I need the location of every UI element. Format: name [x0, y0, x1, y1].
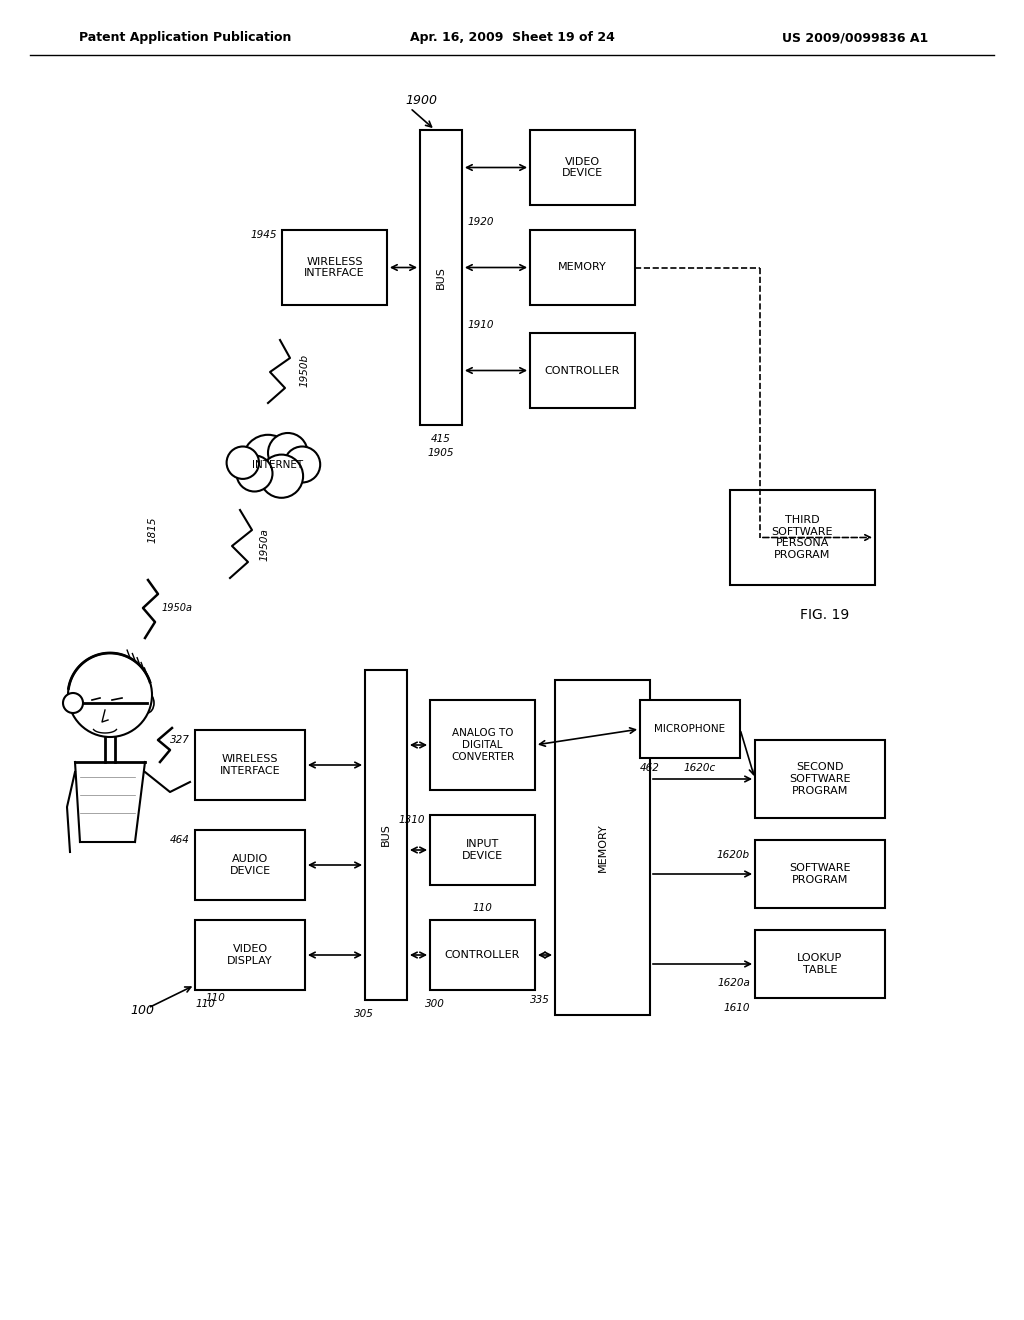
Text: INPUT
DEVICE: INPUT DEVICE: [462, 840, 503, 861]
Text: 1910: 1910: [468, 319, 495, 330]
Text: 1620c: 1620c: [684, 763, 716, 774]
Text: 1950b: 1950b: [300, 354, 310, 387]
Text: BUS: BUS: [381, 824, 391, 846]
Text: 464: 464: [170, 836, 190, 845]
Bar: [755, 741, 885, 818]
Text: 1620a: 1620a: [717, 978, 750, 987]
Text: 100: 100: [130, 1003, 154, 1016]
Bar: [430, 920, 535, 990]
Text: 110: 110: [195, 999, 215, 1008]
Text: 110: 110: [205, 993, 225, 1003]
Text: FIG. 19: FIG. 19: [800, 609, 849, 622]
Bar: [555, 680, 650, 1015]
Text: THIRD
SOFTWARE
PERSONA
PROGRAM: THIRD SOFTWARE PERSONA PROGRAM: [772, 515, 834, 560]
Circle shape: [285, 446, 321, 483]
Text: 305: 305: [354, 1008, 374, 1019]
Text: CONTROLLER: CONTROLLER: [444, 950, 520, 960]
Text: 1950a: 1950a: [162, 603, 193, 612]
Text: MEMORY: MEMORY: [597, 824, 607, 873]
Text: 1920: 1920: [468, 216, 495, 227]
Text: 1815: 1815: [148, 516, 158, 544]
Bar: [430, 814, 535, 884]
Circle shape: [237, 455, 272, 491]
Circle shape: [268, 433, 307, 473]
Bar: [530, 333, 635, 408]
Text: 335: 335: [530, 995, 550, 1005]
Circle shape: [243, 434, 293, 486]
Bar: [282, 230, 387, 305]
Text: 462: 462: [640, 763, 659, 774]
Bar: [420, 129, 462, 425]
Bar: [730, 490, 874, 585]
Bar: [640, 700, 740, 758]
Text: Patent Application Publication: Patent Application Publication: [79, 32, 291, 45]
Bar: [530, 230, 635, 305]
Ellipse shape: [140, 693, 154, 713]
Text: 327: 327: [170, 735, 190, 744]
Text: US 2009/0099836 A1: US 2009/0099836 A1: [782, 32, 928, 45]
Text: SECOND
SOFTWARE
PROGRAM: SECOND SOFTWARE PROGRAM: [790, 763, 851, 796]
Text: 415: 415: [431, 434, 451, 444]
Text: MICROPHONE: MICROPHONE: [654, 723, 726, 734]
Text: LOOKUP
TABLE: LOOKUP TABLE: [798, 953, 843, 974]
Text: 1900: 1900: [406, 94, 437, 107]
Text: CONTROLLER: CONTROLLER: [545, 366, 621, 375]
Text: Apr. 16, 2009  Sheet 19 of 24: Apr. 16, 2009 Sheet 19 of 24: [410, 32, 614, 45]
Text: WIRELESS
INTERFACE: WIRELESS INTERFACE: [220, 754, 281, 776]
Bar: [430, 700, 535, 789]
Text: 1945: 1945: [251, 230, 278, 240]
Bar: [755, 840, 885, 908]
Circle shape: [260, 454, 303, 498]
Text: AUDIO
DEVICE: AUDIO DEVICE: [229, 854, 270, 875]
Text: 1610: 1610: [724, 1003, 750, 1012]
Text: VIDEO
DISPLAY: VIDEO DISPLAY: [227, 944, 272, 966]
Text: 1310: 1310: [398, 814, 425, 825]
Text: 300: 300: [425, 999, 445, 1008]
Text: MEMORY: MEMORY: [558, 263, 607, 272]
Bar: [195, 730, 305, 800]
Text: INTERNET: INTERNET: [253, 459, 303, 470]
Text: ANALOG TO
DIGITAL
CONVERTER: ANALOG TO DIGITAL CONVERTER: [451, 729, 514, 762]
Bar: [755, 931, 885, 998]
Bar: [195, 830, 305, 900]
Text: VIDEO
DEVICE: VIDEO DEVICE: [562, 157, 603, 178]
Text: WIRELESS
INTERFACE: WIRELESS INTERFACE: [304, 256, 365, 279]
Text: 1905: 1905: [428, 447, 455, 458]
Bar: [195, 920, 305, 990]
Circle shape: [63, 693, 83, 713]
Text: 110: 110: [472, 903, 493, 913]
Bar: [530, 129, 635, 205]
Text: SOFTWARE
PROGRAM: SOFTWARE PROGRAM: [790, 863, 851, 884]
Text: 1620b: 1620b: [717, 850, 750, 861]
Text: 1950a: 1950a: [260, 528, 270, 561]
Circle shape: [68, 653, 152, 737]
Text: BUS: BUS: [436, 267, 446, 289]
Circle shape: [226, 446, 259, 479]
Bar: [365, 671, 407, 1001]
